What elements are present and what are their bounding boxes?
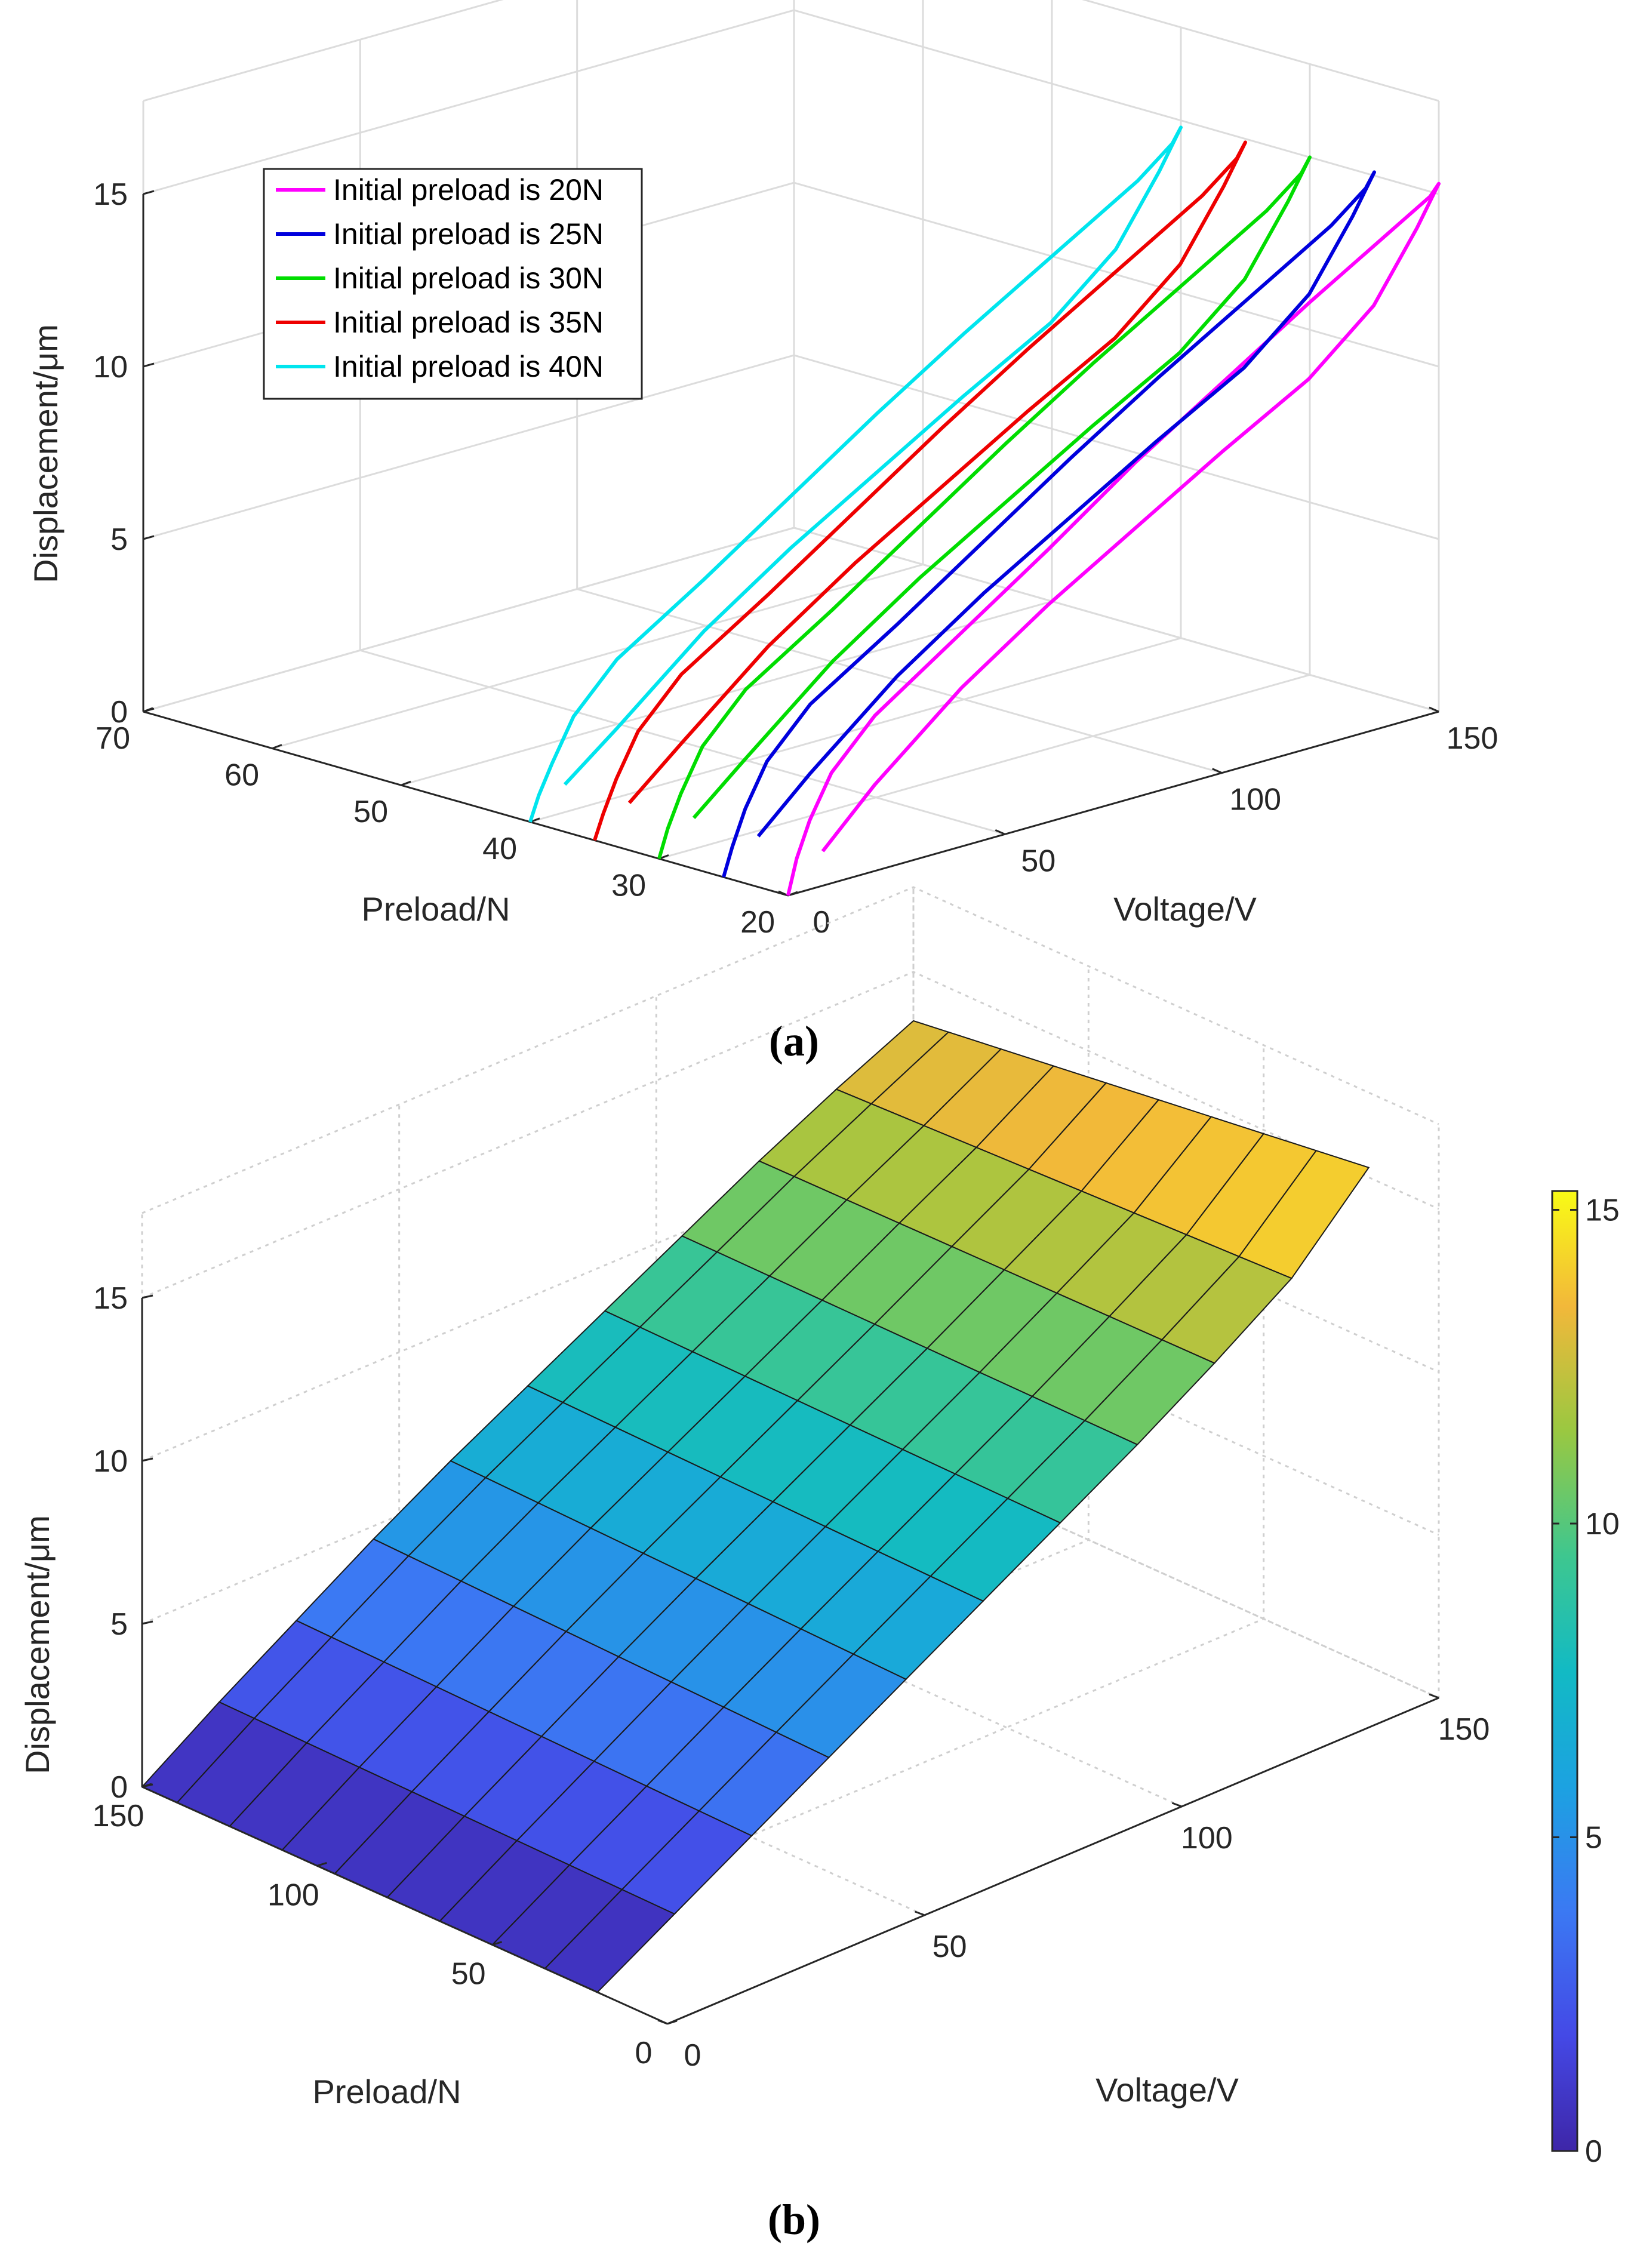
voltage-tick	[1429, 1693, 1439, 1699]
chart-a-panel-label: (a)	[769, 1017, 819, 1065]
preload-tick-label: 70	[96, 721, 130, 756]
preload-axis	[141, 1786, 668, 2025]
voltage-tick	[915, 1910, 925, 1916]
chart-b-ylabel: Preload/N	[312, 2073, 461, 2110]
preload-tick	[316, 1861, 327, 1867]
series-line-30n	[657, 155, 1312, 860]
preload-tick-label: 40	[482, 832, 517, 866]
preload-tick-label: 150	[93, 1799, 144, 1833]
z-tick	[143, 190, 155, 195]
grid-line	[272, 564, 924, 750]
preload-tick-label: 50	[353, 795, 388, 829]
grid-line	[658, 673, 1310, 860]
legend-label: Initial preload is 35N	[333, 306, 604, 339]
preload-tick-label: 60	[224, 758, 259, 793]
z-tick	[143, 362, 155, 368]
voltage-tick-label: 100	[1229, 783, 1281, 817]
grid-line	[143, 354, 1439, 540]
z-tick-label: 0	[110, 1770, 128, 1805]
voltage-tick-label: 100	[1181, 1821, 1233, 1855]
z-tick-label: 15	[93, 177, 128, 212]
legend-label: Initial preload is 25N	[333, 217, 604, 251]
grid-line	[143, 9, 1439, 195]
chart-a-legend: Initial preload is 20N Initial preload is…	[263, 168, 643, 400]
grid-line	[530, 637, 1181, 823]
chart-a-gridlines	[142, 0, 1440, 897]
chart-b-surface	[141, 1020, 1370, 1993]
chart-a-series-lines	[528, 125, 1441, 896]
series-line-20n	[786, 181, 1441, 896]
voltage-tick-label: 150	[1438, 1712, 1490, 1747]
z-tick-label: 0	[110, 695, 128, 730]
legend-label: Initial preload is 20N	[333, 173, 604, 207]
z-tick	[143, 535, 155, 540]
series-line-40n	[528, 125, 1183, 823]
voltage-tick	[657, 2019, 668, 2025]
preload-tick-label: 50	[451, 1957, 486, 1992]
z-tick-label: 5	[110, 1607, 128, 1642]
chart-a-axes	[142, 190, 1439, 897]
z-tick-label: 10	[93, 1444, 128, 1479]
grid-line	[143, 0, 1439, 102]
colorbar	[1551, 1190, 1578, 2152]
preload-tick-label: 100	[267, 1878, 319, 1912]
legend-box	[263, 168, 643, 400]
chart-a-ylabel: Preload/N	[361, 890, 510, 928]
preload-tick-label: 0	[635, 2036, 653, 2070]
chart-b-panel-label: (b)	[768, 2196, 820, 2244]
z-tick-label: 15	[93, 1281, 128, 1316]
voltage-tick-label: 0	[813, 905, 830, 940]
voltage-axis	[667, 1697, 1439, 2025]
voltage-tick	[1212, 768, 1223, 774]
colorbar-tick-label: 10	[1585, 1507, 1620, 1541]
z-tick	[141, 1620, 153, 1625]
chart-a-zlabel: Displacement/μm	[27, 324, 64, 583]
colorbar-tick-label: 15	[1585, 1193, 1620, 1228]
colorbar-tick-label: 0	[1585, 2134, 1602, 2169]
grid-line	[143, 527, 1439, 713]
preload-tick	[143, 707, 153, 713]
z-tick-label: 5	[110, 522, 128, 557]
series-line-35n	[593, 140, 1247, 841]
voltage-tick	[995, 829, 1005, 835]
voltage-tick	[1429, 706, 1439, 713]
preload-axis	[143, 710, 789, 897]
grid-line	[141, 971, 1439, 1299]
preload-tick	[401, 780, 411, 786]
chart-b-axes	[141, 1294, 1439, 2025]
chart-b-zlabel: Displacement/μm	[19, 1515, 56, 1774]
series-line-25n	[722, 170, 1376, 878]
preload-tick-label: 30	[611, 868, 646, 903]
voltage-tick-label: 0	[684, 2038, 701, 2073]
grid-line	[141, 886, 1439, 1214]
voltage-axis	[787, 710, 1439, 897]
chart-b-xlabel: Voltage/V	[1095, 2071, 1239, 2109]
preload-tick	[667, 2020, 678, 2025]
preload-tick	[492, 1941, 503, 1946]
z-tick	[141, 1294, 153, 1299]
preload-tick-label: 20	[740, 905, 775, 940]
preload-tick	[141, 1783, 152, 1788]
legend-label: Initial preload is 40N	[333, 350, 604, 383]
voltage-tick-label: 50	[1021, 844, 1055, 878]
grid-line	[577, 588, 1223, 774]
z-tick	[141, 1457, 153, 1462]
preload-tick	[272, 744, 282, 750]
colorbar-tick-label: 5	[1585, 1821, 1602, 1855]
colorbar-ticks: 0 5 10 15	[1552, 1193, 1620, 2169]
voltage-tick-label: 50	[933, 1930, 967, 1964]
legend-label: Initial preload is 30N	[333, 261, 604, 295]
voltage-tick-label: 150	[1447, 721, 1498, 756]
z-tick-label: 10	[93, 350, 128, 384]
voltage-tick	[1171, 1802, 1182, 1808]
chart-a-xlabel: Voltage/V	[1113, 890, 1257, 928]
